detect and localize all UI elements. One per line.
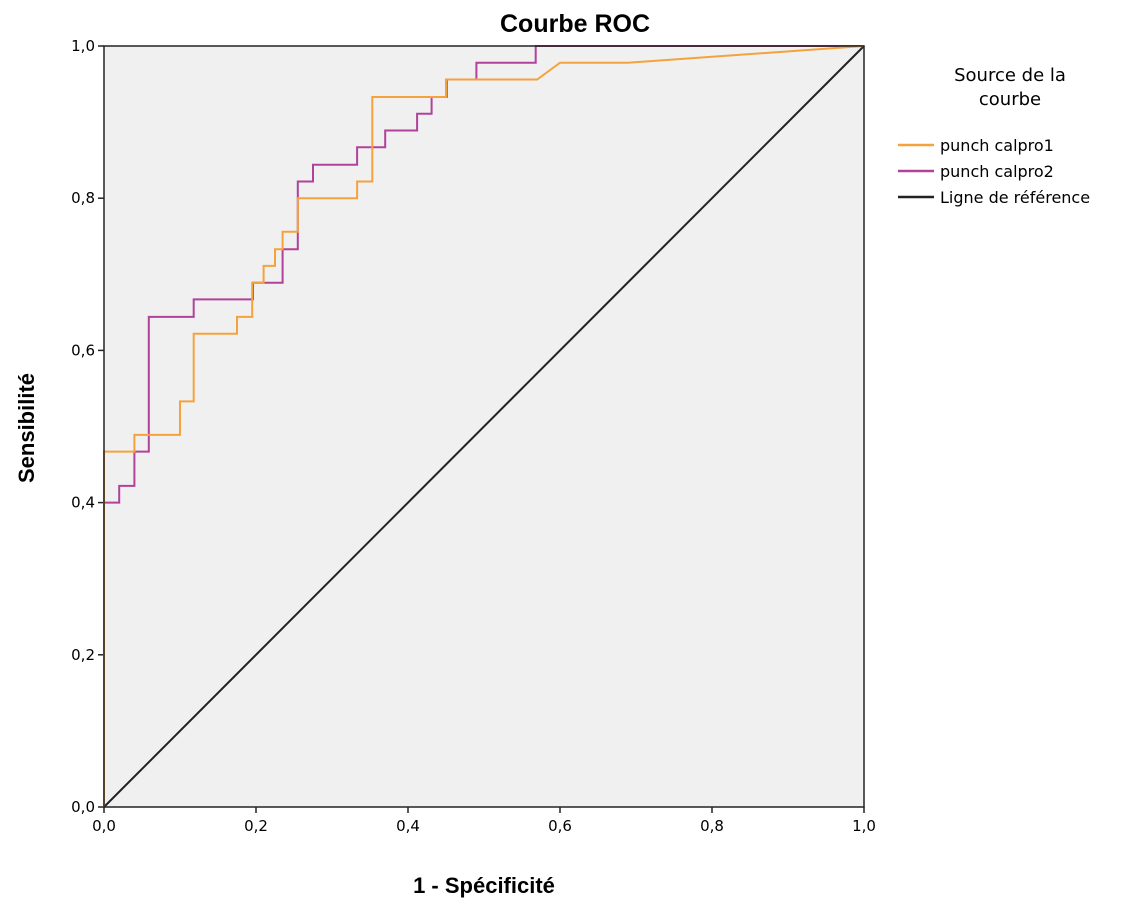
x-tick-label: 0,8 — [700, 817, 724, 835]
legend-title: Source de la — [954, 65, 1066, 86]
series-line-punch-calpro1 — [103, 45, 865, 807]
x-tick-label: 0,0 — [92, 817, 116, 835]
x-tick-label: 0,2 — [244, 817, 268, 835]
y-tick-label: 0,0 — [71, 798, 95, 816]
x-tick-label: 0,6 — [548, 817, 572, 835]
legend-label: punch calpro1 — [940, 136, 1054, 155]
axis-ticks: 0,0 0,2 0,4 0,6 0,8 1,0 0,0 0,2 0,4 0,6 0,8 1,0 — [71, 37, 876, 835]
legend-title: courbe — [979, 89, 1041, 110]
y-axis-label: Sensibilité — [14, 373, 39, 483]
series-line-ligne-de-reference — [103, 45, 865, 808]
plot-frame — [103, 45, 865, 808]
y-tick-label: 0,8 — [71, 189, 95, 207]
y-tick-label: 0,6 — [71, 341, 95, 359]
x-axis-label: 1 - Spécificité — [413, 873, 555, 898]
y-tick-label: 0,2 — [71, 646, 95, 664]
legend-label: punch calpro2 — [940, 162, 1054, 181]
y-tick-label: 0,4 — [71, 494, 95, 512]
x-tick-label: 1,0 — [852, 817, 876, 835]
legend-label: Ligne de référence — [940, 188, 1090, 207]
chart-title: Courbe ROC — [500, 10, 650, 38]
y-tick-label: 1,0 — [71, 37, 95, 55]
legend: Source de la courbe punch calpro1 punch cal… — [898, 65, 1090, 207]
x-tick-label: 0,4 — [396, 817, 420, 835]
series-lines — [103, 45, 865, 808]
